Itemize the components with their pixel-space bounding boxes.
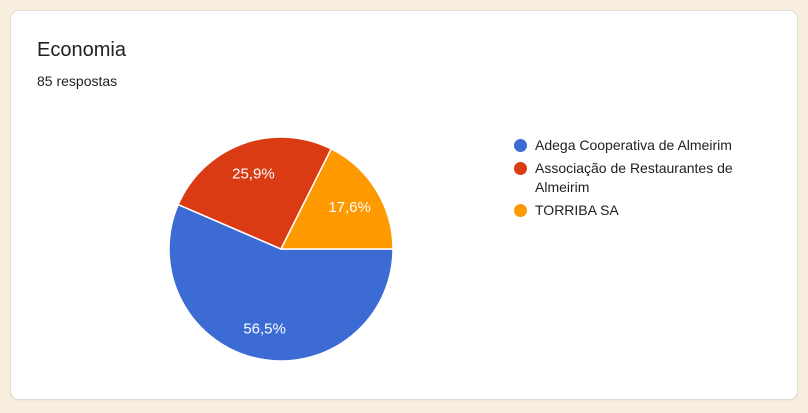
pie-slice-1[interactable]: [177, 136, 332, 250]
chart-legend: Adega Cooperativa de Almeirim Associação …: [514, 136, 778, 224]
pie-chart[interactable]: 56,5% 25,9% 17,6%: [11, 11, 797, 399]
chart-title: Economia: [37, 39, 126, 61]
legend-item-label: TORRIBA SA: [535, 202, 619, 218]
pie-slice-percentage-label: 17,6%: [328, 199, 371, 216]
legend-item-2: TORRIBA SA: [514, 201, 778, 220]
pie-slice-0[interactable]: [168, 203, 394, 362]
legend-swatch-icon: [514, 204, 527, 217]
legend-swatch-icon: [514, 162, 527, 175]
pie-slice-percentage-label: 25,9%: [232, 165, 275, 182]
legend-swatch-icon: [514, 139, 527, 152]
legend-item-label: Adega Cooperativa de Almeirim: [535, 137, 732, 153]
chart-card: Economia 85 respostas 56,5% 25,9% 17,6% Ad…: [10, 10, 798, 400]
legend-item-label: Associação de Restaurantes de Almeirim: [535, 160, 733, 195]
pie-slice-2[interactable]: [280, 148, 394, 250]
response-count: 85 respostas: [37, 73, 118, 89]
pie-slice-percentage-label: 56,5%: [243, 320, 286, 337]
legend-item-1: Associação de Restaurantes de Almeirim: [514, 159, 778, 197]
legend-item-0: Adega Cooperativa de Almeirim: [514, 136, 778, 155]
